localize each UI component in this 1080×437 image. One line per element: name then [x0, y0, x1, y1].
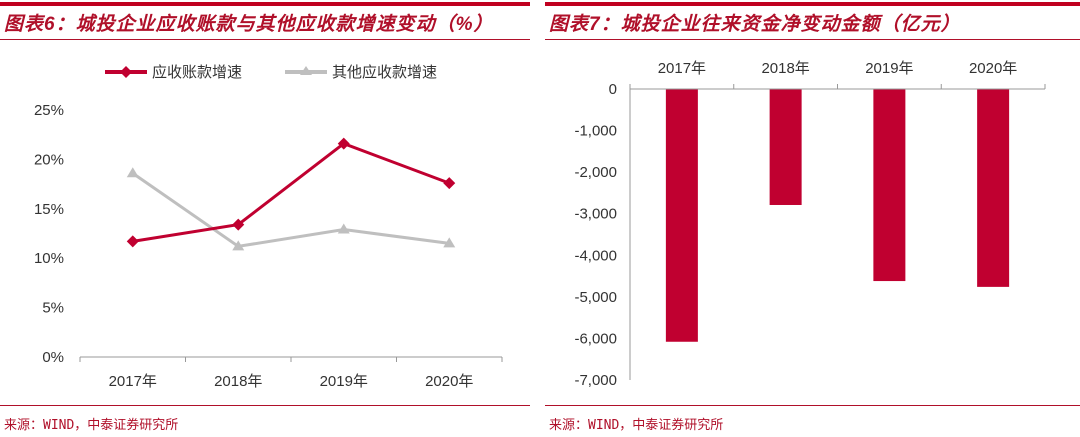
y-tick-label: 10%: [34, 250, 64, 267]
series-line: [132, 141, 450, 243]
y-tick-label: -2,000: [574, 164, 617, 181]
y-tick-label: -1,000: [574, 123, 617, 140]
legend-label: 应收账款增速: [152, 63, 242, 81]
legend-marker: [120, 66, 132, 78]
y-tick-label: 25%: [34, 102, 64, 119]
y-tick-label: 20%: [34, 151, 64, 168]
bar: [769, 89, 802, 205]
x-tick-label: 2020年: [425, 373, 473, 390]
left-panel: 图表6：城投企业应收账款与其他应收款增速变动（%） 0% 5% 10% 15% 20% 2…: [0, 0, 530, 437]
y-tick-label: 0: [609, 81, 617, 98]
top-rule: [0, 2, 530, 6]
data-point: [443, 237, 456, 248]
data-point: [337, 223, 350, 234]
x-tick-label: 2018年: [761, 60, 809, 77]
y-tick-label: -3,000: [574, 206, 617, 223]
title-rule: [0, 39, 530, 40]
line-chart: 0% 5% 10% 15% 20% 25% 2017年 2018年 2019年 2020年 应收账款…: [34, 63, 503, 390]
y-tick-label: -5,000: [574, 289, 617, 306]
x-tick-label: 2019年: [865, 60, 913, 77]
data-point: [126, 167, 139, 178]
y-tick-label: 15%: [34, 201, 64, 218]
y-tick-label: -6,000: [574, 330, 617, 347]
x-tick-label: 2020年: [969, 60, 1017, 77]
bottom-rule: [0, 405, 530, 406]
x-tick-label: 2019年: [320, 373, 368, 390]
title-rule: [545, 39, 1080, 40]
y-tick-label: -4,000: [574, 247, 617, 264]
bar: [977, 89, 1010, 287]
series-line: [131, 171, 450, 248]
right-panel: 图表7：城投企业往来资金净变动金额（亿元） 0 -1,000 -2,000 -3,00…: [545, 0, 1080, 437]
bar: [665, 89, 698, 342]
source-note: 来源：WIND，中泰证券研究所: [4, 418, 179, 433]
top-rule: [545, 2, 1080, 6]
legend-label: 其他应收款增速: [332, 63, 437, 81]
bar-chart: 0 -1,000 -2,000 -3,000 -4,000 -5,000 -6,000 -7,…: [574, 60, 1046, 389]
data-point: [232, 218, 245, 231]
y-tick-label: 0%: [42, 349, 64, 366]
y-tick-label: 5%: [42, 300, 64, 317]
legend-marker: [300, 66, 312, 75]
data-point: [337, 137, 350, 150]
data-point: [443, 177, 456, 190]
bar: [873, 89, 906, 282]
x-tick-label: 2017年: [658, 60, 706, 77]
y-tick-label: -7,000: [574, 372, 617, 389]
data-point: [126, 235, 139, 248]
chart-title: 图表6：城投企业应收账款与其他应收款增速变动（%）: [4, 14, 494, 35]
bottom-rule: [545, 405, 1080, 406]
chart-title: 图表7：城投企业往来资金净变动金额（亿元）: [549, 14, 961, 35]
x-tick-label: 2018年: [214, 373, 262, 390]
data-point: [232, 240, 245, 251]
source-note: 来源：WIND，中泰证券研究所: [549, 418, 724, 433]
x-tick-label: 2017年: [109, 373, 157, 390]
